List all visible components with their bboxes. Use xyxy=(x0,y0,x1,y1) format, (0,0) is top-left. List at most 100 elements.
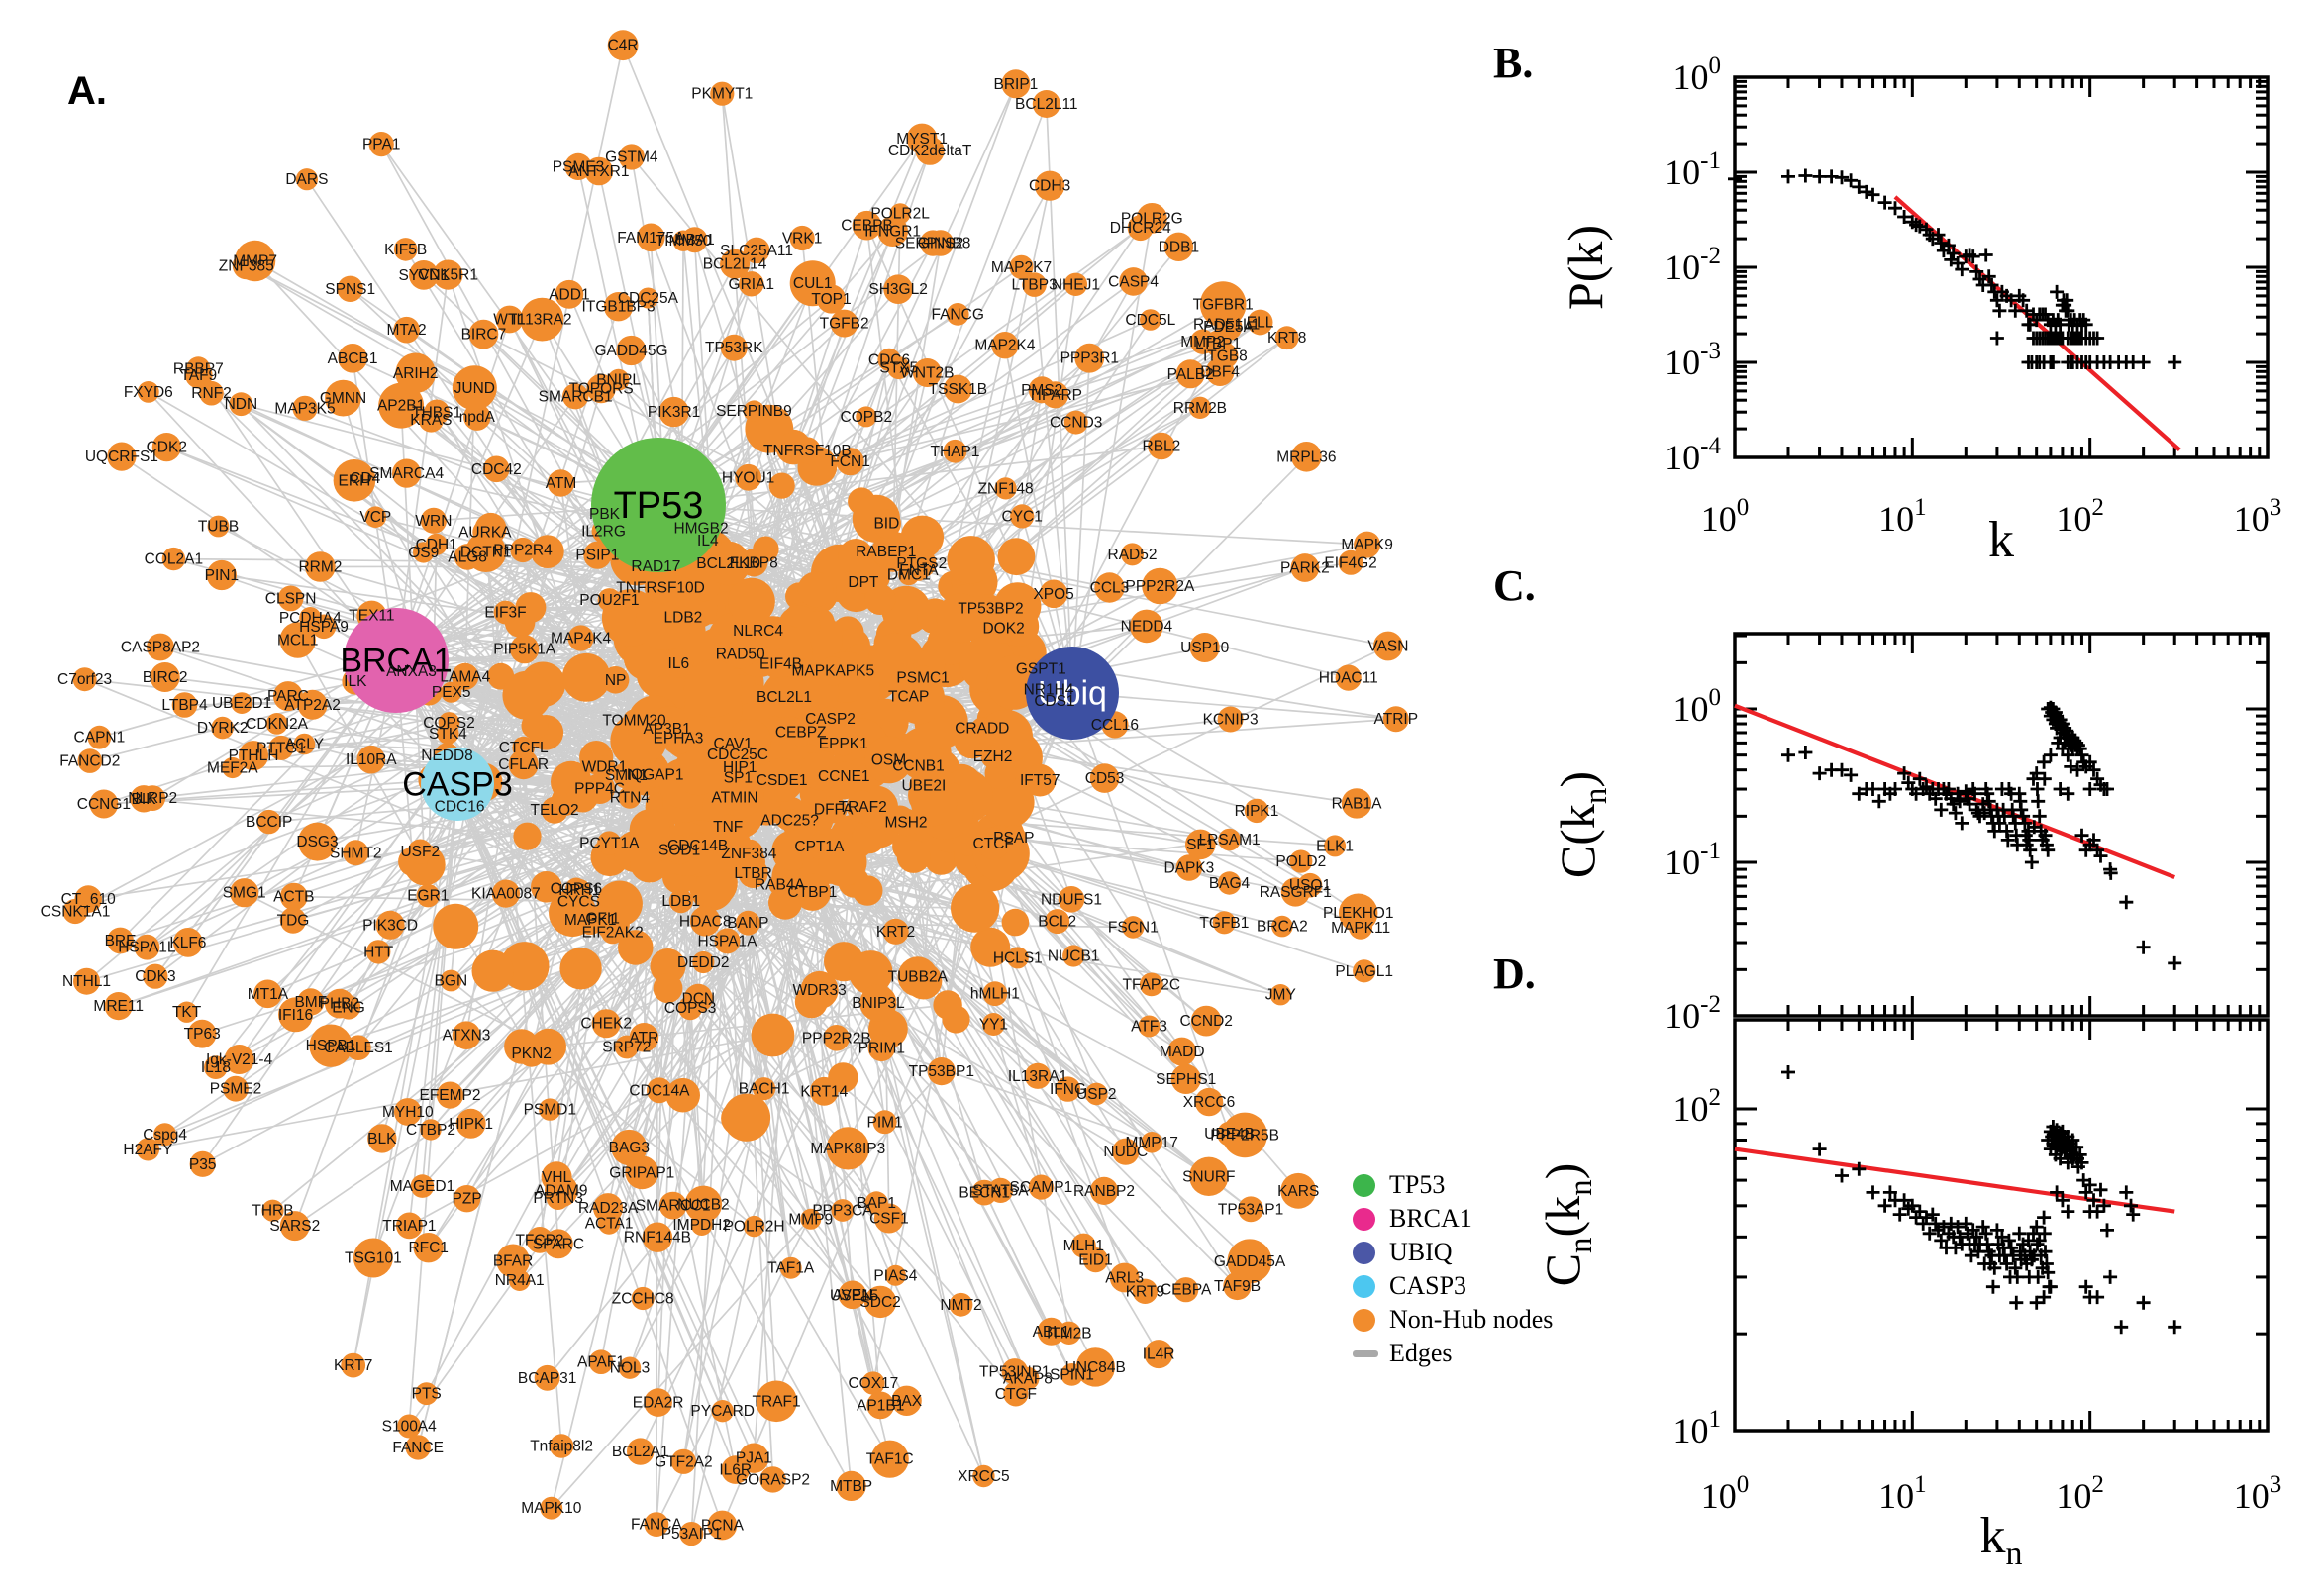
network-node xyxy=(392,458,422,488)
network-filler-node xyxy=(982,776,1035,829)
node-label: DCN xyxy=(682,990,716,1007)
node-label: MYH10 xyxy=(382,1104,434,1121)
network-node xyxy=(89,789,119,819)
network-filler-node xyxy=(838,539,874,574)
network-node xyxy=(852,570,875,594)
network-node xyxy=(601,666,630,694)
node-label: GMNN xyxy=(320,390,366,407)
node-label: PLAGL1 xyxy=(1335,963,1393,980)
network-node xyxy=(627,1438,655,1465)
network-node xyxy=(793,873,832,911)
network-filler-node xyxy=(951,883,1000,933)
network-node xyxy=(325,379,361,417)
network-node xyxy=(1121,543,1144,566)
network-node xyxy=(892,808,920,837)
node-label: POLR2L xyxy=(870,206,930,223)
node-label: NEDD8 xyxy=(421,748,473,764)
network-node xyxy=(354,467,376,489)
network-filler-nodes xyxy=(398,404,1047,1142)
node-label: GFI1 xyxy=(585,910,619,927)
node-label: IL2RG xyxy=(581,524,626,541)
node-label: PPP2R5B xyxy=(1210,1127,1279,1144)
node-label: GSPT1 xyxy=(1016,661,1066,678)
network-node xyxy=(893,681,924,712)
network-filler-node xyxy=(551,760,592,803)
node-label: ADAM9 xyxy=(535,1183,587,1200)
node-label: OSM xyxy=(871,751,906,768)
network-filler-node xyxy=(768,472,795,499)
node-label: NUDC xyxy=(1103,1144,1148,1160)
network-node xyxy=(62,898,88,925)
node-label: WT1 xyxy=(493,312,526,329)
network-node xyxy=(224,1045,254,1074)
node-label: BIK xyxy=(132,791,157,808)
network-node xyxy=(1112,1138,1140,1165)
node-label: ATMIN xyxy=(711,790,758,807)
network-node xyxy=(413,1233,444,1263)
network-node xyxy=(468,319,499,349)
node-label: RBBP7 xyxy=(173,360,224,377)
network-node xyxy=(866,1391,895,1420)
node-label: THAP1 xyxy=(931,444,980,460)
node-label: EFEMP2 xyxy=(419,1087,480,1104)
node-label: BCCIP xyxy=(246,814,292,831)
network-node xyxy=(668,889,693,914)
node-label: SERPINB8 xyxy=(895,236,971,252)
network-node xyxy=(725,742,751,768)
network-node xyxy=(367,1124,397,1153)
node-label: SP1 xyxy=(724,769,753,786)
network-node xyxy=(297,988,325,1016)
node-label: EPPK1 xyxy=(819,736,868,752)
node-label: BNIPL xyxy=(596,372,641,389)
network-node xyxy=(279,1211,310,1242)
node-label: BRCA2 xyxy=(1257,919,1308,936)
network-filler-node xyxy=(947,536,995,584)
node-label: TEX11 xyxy=(349,608,394,625)
network-node xyxy=(944,374,972,404)
network-node xyxy=(407,839,433,864)
node-label: LTBP1 xyxy=(1195,336,1241,352)
network-node xyxy=(747,620,769,643)
node-label: TP63 xyxy=(184,1026,221,1043)
network-node xyxy=(882,918,909,945)
node-label: BCL2L1 xyxy=(757,689,812,706)
network-node xyxy=(859,984,897,1022)
node-label: SYVN1 xyxy=(398,267,449,284)
node-label: PMS2 xyxy=(1021,382,1062,399)
network-node xyxy=(873,1203,904,1234)
network-node xyxy=(1188,396,1212,419)
network-node xyxy=(298,822,337,861)
plot-panel-C: 100 10-1 10-2 C(kn) xyxy=(1550,632,2270,1036)
node-label: CCND2 xyxy=(1179,1013,1232,1030)
node-label: PPP2R2A xyxy=(1126,578,1195,595)
legend-label: TP53 xyxy=(1389,1170,1446,1199)
network-node xyxy=(292,395,318,421)
network-node xyxy=(496,1244,530,1278)
network-node xyxy=(644,571,677,604)
legend-item-tp53: TP53 xyxy=(1353,1168,1553,1202)
node-label: TNFRSF10D xyxy=(616,579,705,596)
node-label: RABEP1 xyxy=(856,544,916,560)
network-node xyxy=(625,1155,659,1190)
node-label: LDB2 xyxy=(664,609,703,626)
network-node xyxy=(1382,706,1409,733)
network-node xyxy=(356,745,386,774)
node-label: USP2 xyxy=(1076,1086,1117,1103)
node-label: ABCB1 xyxy=(328,350,378,367)
plot-frame xyxy=(1733,1018,2270,1433)
network-node xyxy=(1244,798,1269,824)
tick-label: 10-3 xyxy=(1665,338,1721,382)
network-node xyxy=(1003,1381,1029,1407)
network-node xyxy=(420,507,447,534)
network-node xyxy=(279,907,307,934)
node-label: IL4R xyxy=(1143,1347,1175,1363)
network-node xyxy=(161,547,186,571)
network-filler-node xyxy=(997,538,1036,576)
node-label: GRIA1 xyxy=(729,276,775,293)
node-label: Cspg4 xyxy=(143,1127,187,1144)
node-label: HYOU1 xyxy=(722,469,774,486)
node-label: PBK xyxy=(589,506,621,523)
node-label: PRTN3 xyxy=(533,1190,583,1207)
network-node xyxy=(664,835,694,865)
node-label: PCYT1A xyxy=(579,836,640,852)
